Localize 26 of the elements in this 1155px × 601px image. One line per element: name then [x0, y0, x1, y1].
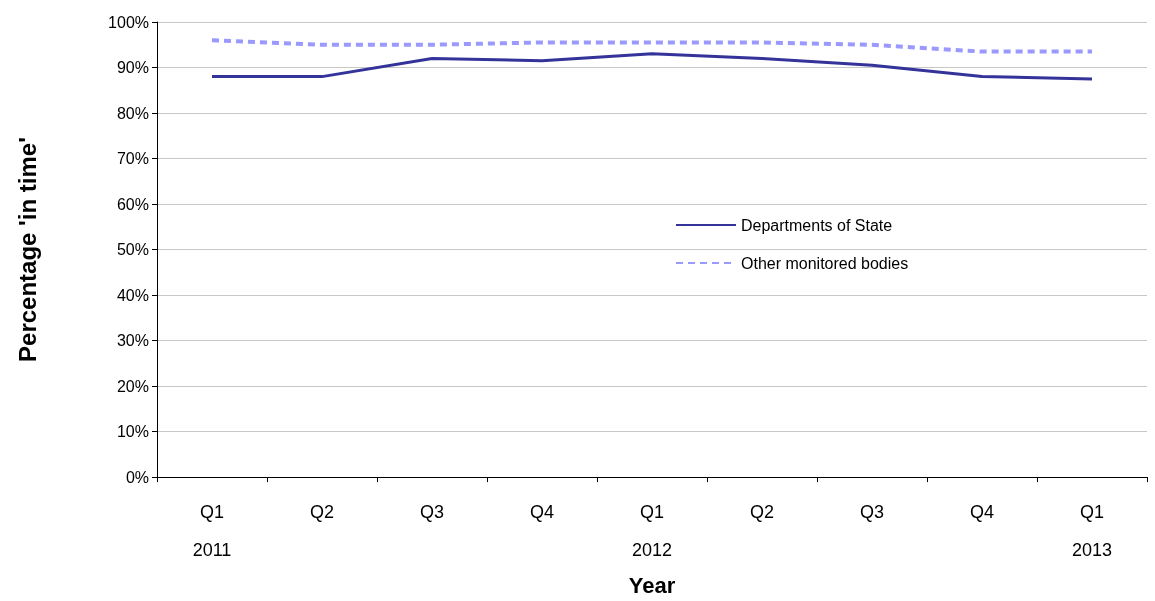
y-tick-label: 80% — [116, 104, 149, 122]
y-tick-label: 0% — [125, 468, 149, 486]
y-tick-label: 100% — [108, 13, 149, 31]
x-tick-label: Q1 2013 — [1071, 502, 1113, 561]
x-tick-label: Q4 — [529, 502, 555, 523]
line-series — [210, 52, 1094, 81]
x-tick-label: Q2 — [749, 502, 775, 523]
y-tick-label: 10% — [116, 423, 149, 441]
y-tick-label: 50% — [116, 241, 149, 259]
y-tick-label: 60% — [116, 195, 149, 213]
x-tick-label: Q1 2012 — [631, 502, 673, 561]
x-tick-label: Q4 — [969, 502, 995, 523]
legend-label: Departments of State — [741, 216, 893, 234]
y-axis-title: Percentage 'in time' — [13, 137, 41, 362]
line-series — [210, 38, 1094, 54]
x-tick-label: Q1 2011 — [192, 502, 232, 561]
legend-label: Other monitored bodies — [741, 254, 909, 272]
x-tick-label: Q3 — [419, 502, 445, 523]
y-tick-label: 70% — [116, 150, 149, 168]
y-tick-label: 30% — [116, 332, 149, 350]
y-tick-label: 40% — [116, 286, 149, 304]
x-tick-label: Q3 — [859, 502, 885, 523]
x-tick-label: Q2 — [309, 502, 335, 523]
y-tick-label: 20% — [116, 377, 149, 395]
x-axis-title: Year — [628, 572, 676, 598]
y-tick-label: 90% — [116, 59, 149, 77]
